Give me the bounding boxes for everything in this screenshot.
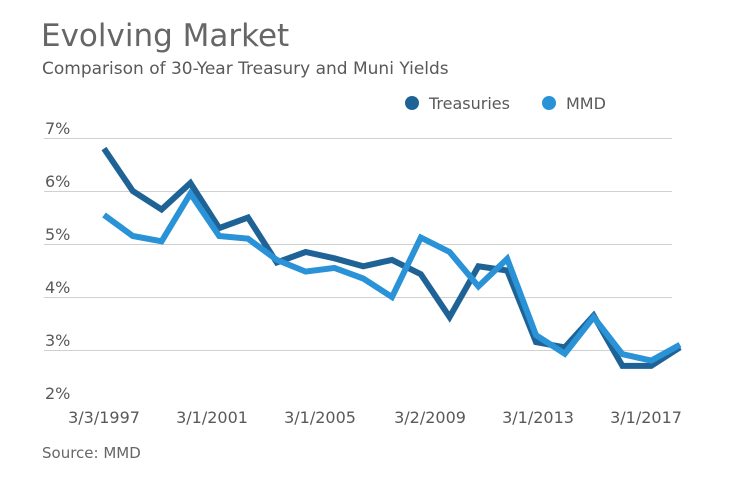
legend-label-treasuries: Treasuries: [428, 94, 510, 113]
y-tick-label: 2%: [45, 384, 70, 403]
series-line-mmd: [102, 188, 682, 364]
chart-source: Source: MMD: [42, 444, 141, 462]
legend-label-mmd: MMD: [566, 94, 606, 113]
x-tick-label: 3/1/2017: [610, 408, 682, 427]
x-tick-label: 3/1/2005: [284, 408, 356, 427]
legend-marker-treasuries: [405, 96, 419, 110]
x-tick-label: 3/1/2013: [502, 408, 574, 427]
y-axis-labels: 7% 6% 5% 4% 3% 2%: [45, 119, 70, 403]
x-tick-label: 3/2/2009: [394, 408, 466, 427]
series-layer: [101, 146, 682, 369]
y-tick-label: 4%: [45, 278, 70, 297]
y-tick-label: 6%: [45, 172, 70, 191]
series-line-treasuries: [101, 146, 682, 369]
grid-layer: [44, 138, 672, 351]
x-axis-labels: 3/3/1997 3/1/2001 3/1/2005 3/2/2009 3/1/2013…: [68, 408, 682, 427]
chart-title: Evolving Market: [41, 18, 290, 54]
y-tick-label: 5%: [45, 225, 70, 244]
y-tick-label: 3%: [45, 331, 70, 350]
legend-marker-mmd: [542, 96, 556, 110]
chart-subtitle: Comparison of 30-Year Treasury and Muni …: [42, 59, 449, 79]
legend: Treasuries MMD: [405, 94, 606, 113]
y-tick-label: 7%: [45, 119, 70, 138]
x-tick-label: 3/3/1997: [68, 408, 140, 427]
x-tick-label: 3/1/2001: [176, 408, 248, 427]
